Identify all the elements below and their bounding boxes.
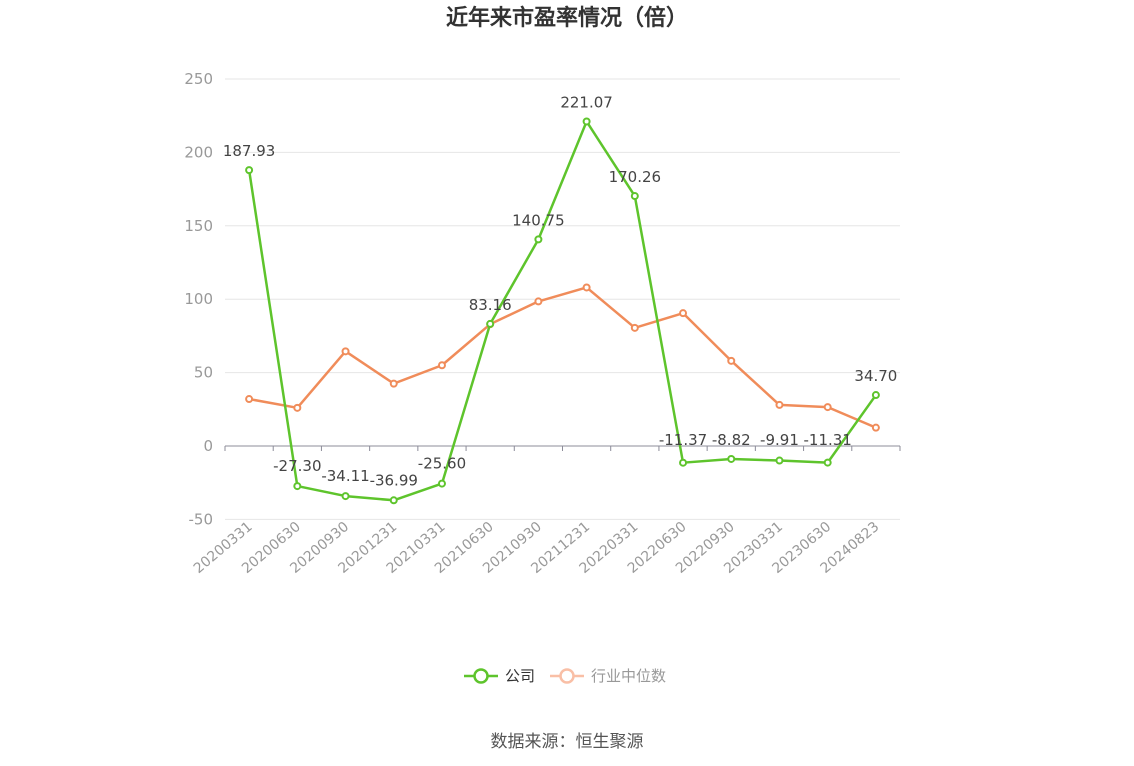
data-point <box>582 283 591 292</box>
data-point <box>293 482 302 491</box>
grid-lines <box>225 78 900 520</box>
data-label: 34.70 <box>854 367 897 385</box>
data-point <box>630 323 639 332</box>
data-label: 140.75 <box>512 211 565 229</box>
y-tick-label: 150 <box>184 217 213 235</box>
data-label: 83.16 <box>469 296 512 314</box>
data-label: -8.82 <box>712 431 751 449</box>
legend: 公司 行业中位数 <box>464 667 666 685</box>
data-point <box>245 166 254 175</box>
data-label: -11.31 <box>803 431 851 449</box>
data-point <box>534 235 543 244</box>
legend-swatch-marker <box>559 668 575 684</box>
series-line-industry-median <box>248 286 877 429</box>
y-tick-label: 100 <box>184 290 213 308</box>
y-tick-label: 250 <box>184 70 213 88</box>
data-point <box>293 403 302 412</box>
series-line-company <box>247 120 877 502</box>
data-label: -34.11 <box>321 467 369 485</box>
data-point <box>775 456 784 465</box>
data-label: -27.30 <box>273 457 321 475</box>
legend-label: 行业中位数 <box>591 667 666 685</box>
data-point <box>823 403 832 412</box>
series-layer <box>245 117 880 505</box>
data-label: -36.99 <box>370 471 418 489</box>
legend-item-industry-median[interactable]: 行业中位数 <box>550 667 666 685</box>
data-point <box>534 297 543 306</box>
legend-label: 公司 <box>505 667 535 685</box>
data-point <box>437 479 446 488</box>
data-label: -11.37 <box>659 431 707 449</box>
y-axis: -50 0 50 100 150 200 250 <box>184 70 213 528</box>
data-labels: 187.93 -27.30-34.11 -36.99-25.60 83.16 140.7… <box>223 93 898 489</box>
data-label: -9.91 <box>760 431 799 449</box>
chart-title: 近年来市盈率情况（倍） <box>446 5 688 31</box>
data-point <box>679 309 688 318</box>
data-label: -25.60 <box>418 455 466 473</box>
y-tick-label: 0 <box>203 437 213 455</box>
data-label: 170.26 <box>609 168 662 186</box>
y-tick-label: -50 <box>189 510 214 528</box>
data-point <box>871 423 880 432</box>
legend-item-company[interactable]: 公司 <box>464 667 535 685</box>
legend-swatch-marker <box>473 668 489 684</box>
source-note: 数据来源：恒生聚源 <box>491 732 644 752</box>
data-label: 221.07 <box>560 93 613 111</box>
data-point <box>582 117 591 126</box>
data-point <box>727 454 736 463</box>
data-point <box>245 395 254 404</box>
data-point <box>341 492 350 501</box>
y-tick-label: 50 <box>194 364 213 382</box>
data-point <box>389 496 398 505</box>
data-point <box>871 391 880 400</box>
data-point <box>775 400 784 409</box>
data-label: 187.93 <box>223 142 276 160</box>
data-point <box>823 458 832 467</box>
data-point <box>437 361 446 370</box>
data-point <box>630 192 639 201</box>
data-point <box>341 347 350 356</box>
data-point <box>486 319 495 328</box>
data-point <box>389 379 398 388</box>
data-point <box>727 356 736 365</box>
data-point <box>679 458 688 467</box>
y-tick-label: 200 <box>184 143 213 161</box>
